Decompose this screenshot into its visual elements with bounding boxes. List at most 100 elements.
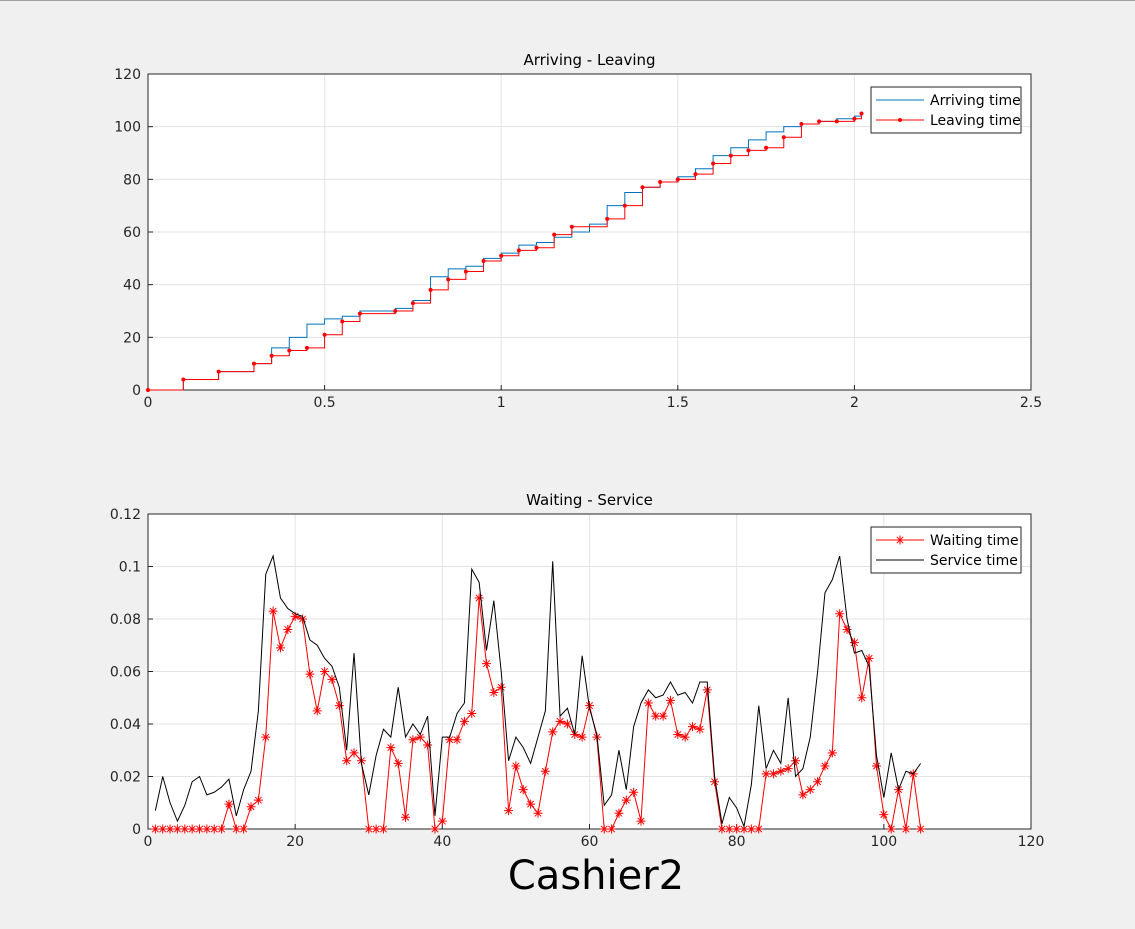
- point-marker: [651, 711, 661, 721]
- point-marker: [146, 388, 150, 392]
- point-marker: [386, 743, 396, 753]
- point-marker: [504, 806, 514, 816]
- point-marker: [879, 810, 889, 820]
- point-marker: [526, 799, 536, 809]
- series-line: [154, 554, 922, 829]
- legend-label: Arriving time: [930, 93, 1021, 109]
- y-tick-label: 0.1: [119, 560, 141, 576]
- point-marker: [445, 735, 455, 745]
- point-marker: [423, 740, 433, 750]
- y-tick-label: 0: [132, 822, 141, 838]
- chart-title: Waiting - Service: [526, 491, 653, 509]
- point-marker: [673, 730, 683, 739]
- point-marker: [304, 345, 309, 350]
- point-marker: [764, 145, 769, 150]
- point-marker: [852, 116, 857, 121]
- point-marker: [474, 593, 484, 603]
- point-marker: [327, 674, 337, 684]
- point-marker: [516, 248, 521, 253]
- point-marker: [739, 824, 749, 834]
- point-marker: [857, 693, 867, 703]
- point-marker: [268, 606, 278, 616]
- x-tick-label: 20: [286, 834, 304, 850]
- x-tick-label: 2.5: [1020, 395, 1042, 411]
- point-marker: [636, 816, 646, 826]
- point-marker: [622, 203, 627, 208]
- point-marker: [287, 348, 292, 353]
- point-marker: [305, 669, 315, 679]
- legend-label: Waiting time: [930, 533, 1019, 549]
- x-tick-label: 0: [144, 395, 153, 411]
- point-marker: [459, 716, 469, 726]
- x-tick-label: 0.5: [313, 395, 335, 411]
- point-marker: [754, 824, 764, 834]
- point-marker: [158, 824, 168, 834]
- point-marker: [253, 795, 263, 805]
- point-marker: [827, 748, 837, 758]
- point-marker: [732, 824, 742, 834]
- x-tick-label: 2: [850, 395, 859, 411]
- point-marker: [710, 777, 720, 787]
- point-marker: [820, 761, 830, 771]
- point-marker: [320, 667, 330, 676]
- legend-marker: [898, 118, 902, 122]
- point-marker: [614, 808, 624, 818]
- x-tick-label: 1.5: [667, 395, 689, 411]
- point-marker: [378, 824, 388, 834]
- y-tick-label: 120: [114, 67, 141, 83]
- point-marker: [246, 802, 256, 812]
- point-marker: [467, 709, 477, 718]
- point-marker: [275, 643, 285, 653]
- point-marker: [481, 258, 486, 263]
- point-marker: [886, 824, 896, 834]
- point-marker: [534, 245, 539, 250]
- y-tick-label: 0.08: [110, 612, 141, 628]
- point-marker: [364, 824, 374, 834]
- axes-box: [147, 73, 1032, 391]
- point-marker: [224, 799, 234, 809]
- legend-marker: [895, 535, 905, 545]
- point-marker: [195, 824, 205, 834]
- point-marker: [408, 735, 418, 745]
- point-marker: [761, 769, 771, 779]
- axes-box: [147, 513, 1032, 830]
- point-marker: [349, 748, 359, 758]
- point-marker: [746, 824, 756, 834]
- point-marker: [555, 716, 565, 726]
- point-marker: [901, 824, 911, 834]
- x-tick-label: 60: [581, 834, 599, 850]
- point-marker: [518, 785, 528, 795]
- point-marker: [393, 309, 398, 313]
- point-marker: [251, 361, 256, 366]
- point-marker: [283, 625, 293, 634]
- point-marker: [261, 732, 271, 742]
- point-marker: [813, 777, 823, 787]
- point-marker: [605, 216, 610, 221]
- y-tick-label: 0.12: [110, 507, 141, 523]
- point-marker: [849, 638, 859, 648]
- point-marker: [599, 824, 609, 834]
- point-marker: [511, 761, 521, 771]
- y-tick-label: 0.04: [110, 717, 141, 733]
- point-marker: [798, 790, 808, 800]
- y-tick-label: 0.06: [110, 665, 141, 681]
- point-marker: [533, 808, 543, 818]
- point-marker: [577, 732, 587, 742]
- x-tick-label: 0: [144, 834, 153, 850]
- point-marker: [401, 812, 411, 822]
- point-marker: [768, 769, 778, 779]
- point-marker: [552, 232, 557, 237]
- point-marker: [835, 609, 845, 619]
- x-tick-label: 120: [1018, 834, 1045, 850]
- y-tick-label: 20: [123, 330, 141, 346]
- point-marker: [415, 732, 425, 742]
- point-marker: [916, 824, 926, 834]
- point-marker: [298, 614, 308, 624]
- point-marker: [711, 161, 716, 166]
- point-marker: [607, 824, 617, 834]
- point-marker: [231, 824, 241, 834]
- point-marker: [724, 824, 734, 834]
- point-marker: [569, 224, 574, 229]
- point-marker: [842, 625, 852, 634]
- point-marker: [217, 824, 227, 834]
